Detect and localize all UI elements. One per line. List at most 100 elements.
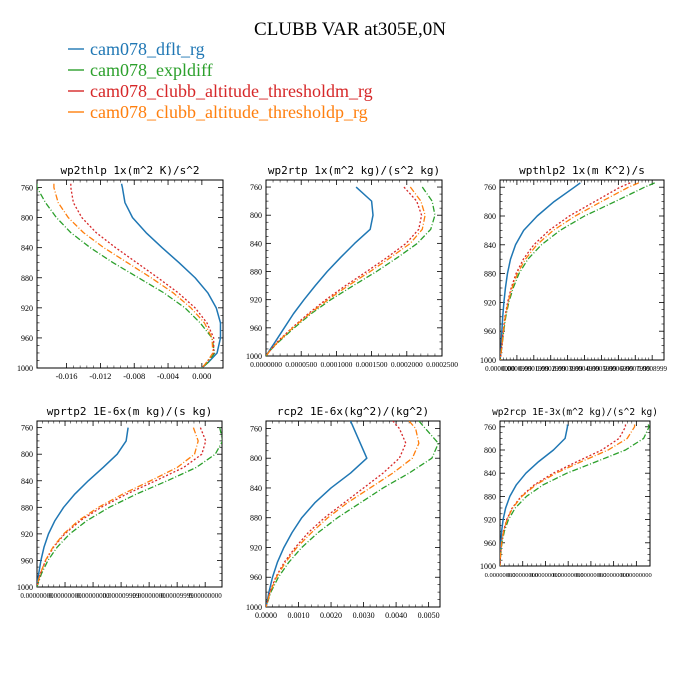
x-tick-label: -0.016 — [56, 371, 78, 381]
series-line-dflt — [266, 186, 374, 356]
x-tick-label: 0.00000000 — [553, 572, 584, 579]
x-tick-label: 0.0004999 — [570, 365, 600, 373]
chart-panel-4: wprtp2 1E-6x(m kg)/(s kg) 760 800 840 880 920… — [17, 405, 223, 600]
y-tick-label: 840 — [484, 241, 496, 250]
panels: wp2thlp 1x(m^2 K)/s^2 760 800 840 880 920 960 1… — [17, 164, 668, 620]
y-tick-label: 920 — [250, 296, 262, 305]
y-tick-label: 920 — [21, 530, 33, 539]
x-tick-label: 0.000 — [192, 371, 211, 381]
series-line-expldiff — [500, 182, 655, 360]
y-tick-label: 880 — [250, 268, 262, 277]
x-tick-label: 0.00000000 — [189, 592, 223, 600]
x-tick-label: 0.00000000 — [48, 592, 82, 600]
x-tick-label: -0.012 — [89, 371, 111, 381]
series-line-thresholdm — [266, 186, 423, 356]
x-tick-label: 0.000009999 — [103, 592, 140, 600]
series-line-dflt — [500, 424, 569, 566]
x-tick-label: 0.0001000 — [320, 360, 352, 369]
panel-title: rcp2 1E-6x(kg^2)/(kg^2) — [277, 405, 429, 418]
y-tick-label: 840 — [484, 469, 496, 478]
series-line-thresholdp — [266, 186, 426, 356]
series-line-thresholdp — [266, 421, 420, 607]
figure-legend: cam078_dflt_rg cam078_expldiff cam078_cl… — [68, 39, 373, 122]
y-tick-label: 920 — [250, 543, 262, 552]
x-tick-label: 0.00000000 — [507, 572, 538, 579]
y-tick-label: 880 — [21, 503, 33, 512]
series-line-thresholdm — [500, 182, 631, 360]
chart-panel-2: wp2rtp 1x(m^2 kg)/(s^2 kg) 760 800 840 880 92… — [246, 164, 458, 369]
series-line-dflt — [500, 182, 581, 360]
x-tick-label: 0.00000000 — [575, 572, 606, 579]
x-tick-label: 0.0000000 — [250, 360, 282, 369]
y-tick-label: 1000 — [17, 583, 33, 592]
y-tick-label: 920 — [484, 298, 496, 307]
series-line-thresholdp — [500, 424, 636, 566]
y-tick-label: 960 — [250, 324, 262, 333]
series-line-expldiff — [500, 424, 650, 566]
x-tick-label: 0.00000000 — [530, 572, 561, 579]
chart-panel-3: wpthlp2 1x(m K^2)/s 760 800 840 880 920 960 100… — [480, 164, 668, 373]
series-line-thresholdp — [37, 427, 199, 587]
y-tick-label: 880 — [21, 274, 33, 283]
x-tick-label: 0.0000999 — [502, 365, 532, 373]
figure-title: CLUBB VAR at305E,0N — [254, 19, 446, 40]
series-line-dflt — [37, 427, 129, 587]
series-line-expldiff — [266, 186, 436, 356]
chart-panel-6: wp2rcp 1E-3x(m^2 kg)/(s^2 kg) 760 800 840 88… — [480, 407, 658, 579]
y-tick-label: 1000 — [246, 352, 262, 361]
x-tick-label: 0.0002999 — [536, 365, 566, 373]
y-tick-label: 800 — [484, 446, 496, 455]
y-tick-label: 1000 — [246, 603, 262, 612]
x-tick-label: 0.00000000 — [132, 592, 166, 600]
x-tick-label: 0.0000 — [255, 611, 277, 620]
x-tick-label: 0.00000000 — [621, 572, 652, 579]
y-tick-label: 960 — [250, 573, 262, 582]
plot-frame — [499, 420, 651, 567]
y-tick-label: 760 — [484, 423, 496, 432]
series-line-thresholdm — [500, 424, 627, 566]
series-line-thresholdm — [37, 427, 207, 587]
y-tick-label: 840 — [21, 477, 33, 486]
x-tick-label: 0.0040 — [385, 611, 407, 620]
legend-label-dflt: cam078_dflt_rg — [90, 39, 205, 59]
panel-title: wpthlp2 1x(m K^2)/s — [519, 164, 645, 177]
y-tick-label: 760 — [250, 183, 262, 192]
x-tick-label: 0.0002000 — [391, 360, 423, 369]
y-tick-label: 760 — [250, 424, 262, 433]
x-tick-label: 0.00000000 — [76, 592, 110, 600]
y-tick-label: 1000 — [17, 364, 33, 373]
panel-title: wprtp2 1E-6x(m kg)/(s kg) — [47, 405, 213, 418]
x-tick-label: 0.00009999 — [161, 592, 195, 600]
y-tick-label: 920 — [484, 516, 496, 525]
series-line-expldiff — [37, 427, 222, 587]
series-group — [37, 183, 222, 368]
y-tick-label: 880 — [484, 492, 496, 501]
y-tick-label: 880 — [484, 270, 496, 279]
plot-frame — [265, 179, 443, 357]
y-tick-label: 960 — [484, 539, 496, 548]
y-tick-label: 960 — [484, 327, 496, 336]
y-tick-label: 960 — [21, 556, 33, 565]
x-tick-label: 0.0001999 — [519, 365, 549, 373]
x-tick-label: 0.00000000 — [598, 572, 629, 579]
x-tick-label: -0.008 — [123, 371, 145, 381]
x-tick-label: 0.0030 — [353, 611, 375, 620]
panel-title: wp2rtp 1x(m^2 kg)/(s^2 kg) — [268, 164, 440, 177]
series-line-thresholdp — [53, 183, 214, 368]
x-tick-label: 0.0050 — [418, 611, 440, 620]
series-group — [500, 424, 650, 566]
series-line-dflt — [266, 421, 368, 607]
y-tick-label: 1000 — [480, 356, 496, 365]
y-tick-label: 800 — [250, 454, 262, 463]
x-tick-label: 0.0003999 — [553, 365, 583, 373]
plot-frame — [36, 179, 224, 369]
x-tick-label: 0.0001500 — [356, 360, 388, 369]
x-tick-label: -0.004 — [157, 371, 180, 381]
legend-label-thresholdm: cam078_clubb_altitude_thresholdm_rg — [90, 81, 373, 101]
chart-panel-1: wp2thlp 1x(m^2 K)/s^2 760 800 840 880 920 960 1… — [17, 164, 224, 381]
x-tick-label: 0.0000500 — [285, 360, 317, 369]
panel-title: wp2thlp 1x(m^2 K)/s^2 — [60, 164, 199, 177]
x-tick-label: 0.0002500 — [426, 360, 458, 369]
panel-title: wp2rcp 1E-3x(m^2 kg)/(s^2 kg) — [492, 407, 658, 418]
